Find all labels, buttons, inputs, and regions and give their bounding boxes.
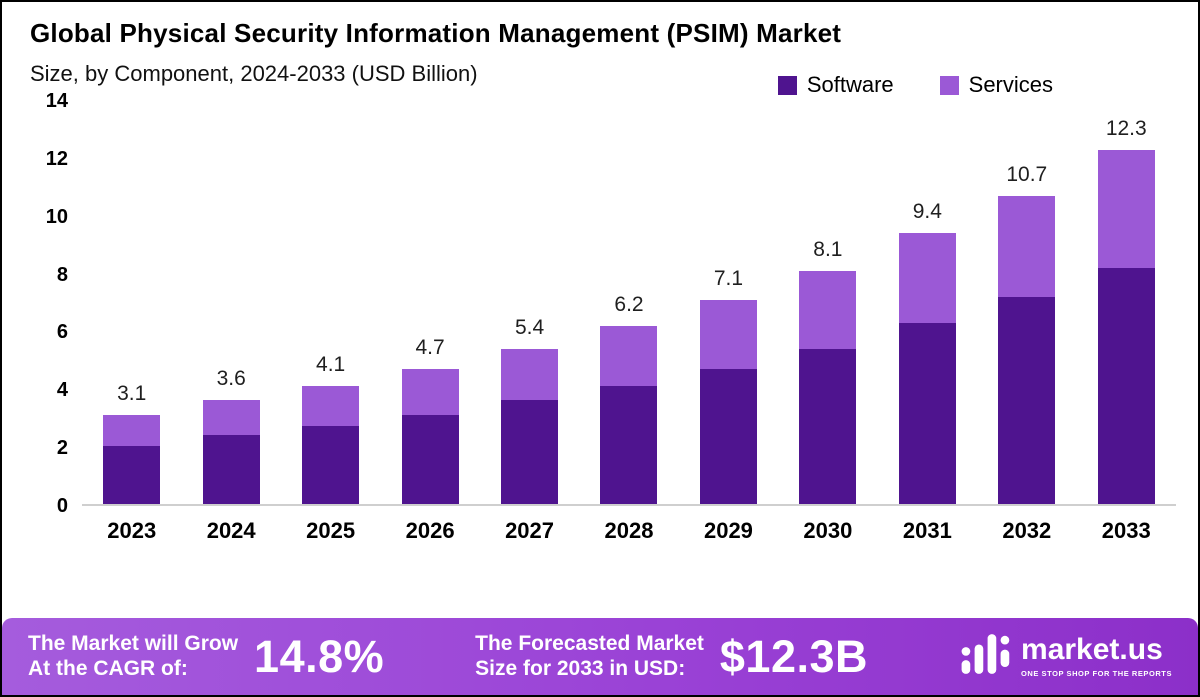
services-segment [898,233,956,323]
forecast-value: $12.3B [719,630,869,682]
bar-column: 3.6 [181,101,280,504]
software-segment [103,446,161,504]
software-segment [699,368,757,504]
header: Global Physical Security Information Man… [2,2,1198,97]
y-axis-label: 6 [56,321,68,344]
x-axis-label: 2028 [604,518,654,543]
services-segment [401,368,459,415]
plot-area: 3.1 3.6 4.1 4.7 5.4 6.2 7.1 8.1 9.4 10.7 12.3 [82,101,1176,506]
bar-column: 3.1 [82,101,181,504]
services-segment [501,348,559,401]
services-segment [600,325,658,386]
brand-text: market.us ONE STOP SHOP FOR THE REPORTS [1021,633,1172,679]
software-segment [202,434,260,504]
plot-wrap: 0 2 4 6 8 10 12 14 3.1 3.6 4.1 4.7 5.4 6.2 7.1 8.1 9.4 1… [30,90,1176,517]
bar-column: 12.3 [1077,101,1176,504]
x-axis-label: 2030 [803,518,853,543]
cagr-label-line2: At the CAGR of: [28,656,188,680]
services-segment [1097,149,1155,268]
bar-total-label: 4.1 [316,352,346,376]
cagr-label-line1: The Market will Grow [28,631,239,655]
x-axis-label: 2029 [703,518,753,543]
services-swatch-icon [939,75,959,95]
x-axis-label: 2024 [206,518,256,543]
x-axis-label: 2032 [1002,518,1052,543]
legend-label: Services [968,72,1053,97]
bar-column: 9.4 [878,101,977,504]
y-axis-label: 10 [45,205,68,228]
brand-tagline: ONE STOP SHOP FOR THE REPORTS [1021,669,1172,678]
bar-total-label: 10.7 [1006,163,1048,186]
y-axis-label: 4 [56,379,68,402]
bar-column: 4.7 [380,101,479,504]
y-axis: 0 2 4 6 8 10 12 14 [30,90,82,517]
bar-column: 4.1 [281,101,380,504]
forecast-label-line1: The Forecasted Market [475,631,704,655]
x-axis-label: 2027 [505,518,555,543]
bar-total-label: 3.1 [117,381,147,405]
services-segment [202,400,260,435]
legend-item-services: Services [939,72,1053,98]
software-swatch-icon [777,75,797,95]
services-segment [699,299,757,369]
bar-total-label: 12.3 [1105,116,1147,140]
software-segment [898,322,956,504]
services-segment [103,414,161,447]
bar-total-label: 6.2 [614,292,644,316]
bar-column: 7.1 [679,101,778,504]
x-axis-label: 2031 [902,518,952,543]
brand-name: market.us [1021,633,1163,666]
software-segment [1097,267,1155,504]
y-axis-label: 14 [45,90,68,112]
page-title: Global Physical Security Information Man… [30,18,842,48]
cagr-value: 14.8% [254,630,385,682]
software-segment [998,296,1056,504]
legend: Software Services [777,72,1053,98]
bar-total-label: 9.4 [912,200,942,224]
y-axis-label: 0 [56,495,68,517]
legend-label: Software [806,72,894,97]
cagr-group: The Market will Grow At the CAGR of: 14.… [28,631,384,683]
software-segment [501,400,559,504]
services-segment [998,196,1056,297]
bar-column: 8.1 [778,101,877,504]
x-axis-label: 2023 [107,518,157,543]
software-segment [302,426,360,504]
cagr-label: The Market will Grow At the CAGR of: [28,632,238,682]
bar-column: 5.4 [480,101,579,504]
software-segment [401,414,459,504]
page-subtitle: Size, by Component, 2024-2033 (USD Billi… [30,61,478,86]
brand: market.us ONE STOP SHOP FOR THE REPORTS [959,632,1172,681]
x-axis: 2023 2024 2025 2026 2027 2028 2029 2030 2031 2032… [82,506,1176,544]
bar-total-label: 5.4 [514,315,545,339]
software-segment [799,348,857,504]
services-segment [302,385,360,427]
bar-total-label: 3.6 [216,367,246,391]
x-axis-label: 2025 [306,518,356,543]
forecast-group: The Forecasted Market Size for 2033 in U… [475,631,868,683]
x-axis-label: 2033 [1101,518,1151,543]
footer-banner: The Market will Grow At the CAGR of: 14.… [2,618,1198,695]
forecast-label-line2: Size for 2033 in USD: [475,656,686,680]
bar-total-label: 4.7 [415,335,445,359]
bar-column: 6.2 [579,101,678,504]
market-us-logo-icon [959,632,1011,681]
y-axis-label: 8 [56,263,68,286]
bar-total-label: 8.1 [813,237,843,261]
y-axis-label: 2 [56,437,68,460]
bar-total-label: 7.1 [713,266,744,290]
forecast-label: The Forecasted Market Size for 2033 in U… [475,632,704,682]
services-segment [799,270,857,349]
bar-column: 10.7 [977,101,1076,504]
y-axis-label: 12 [45,147,68,170]
chart: 0 2 4 6 8 10 12 14 3.1 3.6 4.1 4.7 5.4 6.2 7.1 8.1 9.4 1… [30,90,1176,544]
software-segment [600,385,658,504]
legend-item-software: Software [777,72,894,98]
x-axis-label: 2026 [405,518,455,543]
